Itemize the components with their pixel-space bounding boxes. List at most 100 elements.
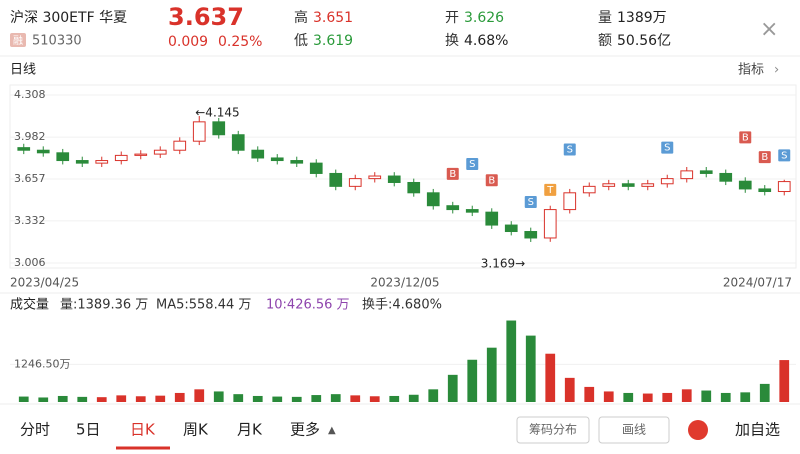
candle-body <box>270 157 284 162</box>
candle-body <box>134 153 148 156</box>
candle-body <box>777 181 791 193</box>
stat-value: 4.68% <box>464 33 508 49</box>
trade-marker: S <box>664 143 670 154</box>
trade-marker: B <box>449 169 456 180</box>
volume-bar <box>662 392 673 402</box>
stat-value: 50.56亿 <box>617 33 671 49</box>
candle-body <box>153 149 167 155</box>
volume-bar <box>525 335 536 402</box>
volume-bar <box>720 392 731 402</box>
candle-body <box>758 188 772 193</box>
period-tab[interactable]: 5日 <box>76 421 101 439</box>
y-tick-label: 1246.50万 <box>14 357 71 370</box>
volume-bar <box>57 395 68 402</box>
trade-marker: B <box>742 132 749 143</box>
trade-marker: S <box>528 197 534 208</box>
y-tick-label: 4.308 <box>14 88 46 101</box>
change: 0.009 <box>168 34 208 50</box>
tool-button[interactable]: 画线 <box>622 423 646 437</box>
close-button[interactable]: × <box>760 17 778 42</box>
volume-title: 成交量 <box>10 297 49 313</box>
candle-body <box>602 183 616 187</box>
more-arrow: ▲ <box>328 425 336 436</box>
volume-stat: MA5:558.44 万 <box>156 298 251 313</box>
period-label: 日线 <box>10 63 36 78</box>
candle-body <box>660 178 674 185</box>
volume-bar <box>311 395 322 402</box>
volume-stat: 10:426.56 万 <box>266 298 350 313</box>
candle-body <box>699 170 713 174</box>
candle-body <box>56 152 70 162</box>
candle-body <box>309 162 323 174</box>
volume-bar <box>389 395 400 402</box>
volume-bar <box>350 395 361 402</box>
volume-bar <box>740 392 751 402</box>
volume-bar <box>779 360 790 402</box>
y-tick-label: 3.332 <box>14 214 46 227</box>
date-label: 2023/04/25 <box>10 276 79 290</box>
stat-value: 3.626 <box>464 10 504 26</box>
volume-bar <box>467 359 478 402</box>
period-tab[interactable]: 更多 <box>290 421 320 439</box>
add-watchlist[interactable]: 加自选 <box>735 421 780 439</box>
volume-bar <box>233 394 244 402</box>
volume-bar <box>408 394 419 402</box>
volume-bar <box>135 396 146 402</box>
trade-marker: S <box>781 150 787 161</box>
trade-marker-bg <box>758 151 771 164</box>
volume-bar <box>759 383 770 402</box>
y-tick-label: 3.982 <box>14 130 46 143</box>
tool-button[interactable]: 筹码分布 <box>529 423 577 437</box>
volume-bar <box>564 377 575 402</box>
volume-bar <box>38 397 49 402</box>
volume-bar <box>272 396 283 402</box>
volume-bar <box>77 396 88 402</box>
candle-body <box>485 211 499 226</box>
trade-marker: B <box>761 152 768 163</box>
date-label: 2023/12/05 <box>370 276 439 290</box>
code: 510330 <box>32 34 82 49</box>
volume-bar <box>506 320 517 402</box>
period-tab[interactable]: 分时 <box>20 421 50 439</box>
stat-value: 1389万 <box>617 10 667 26</box>
candle-body <box>621 183 635 187</box>
candle-body <box>465 209 479 213</box>
price: 3.637 <box>168 3 244 31</box>
volume-bar <box>174 392 185 402</box>
stat-value: 3.619 <box>313 33 353 49</box>
candle-body <box>348 178 362 187</box>
candle-body <box>543 209 557 239</box>
period-tab[interactable]: 月K <box>237 421 263 439</box>
trade-marker-bg <box>485 174 498 187</box>
tool-button-bg[interactable] <box>598 416 670 444</box>
candle-body <box>368 175 382 180</box>
indicator-button[interactable]: 指标 <box>738 63 764 78</box>
stat-key: 额 <box>598 33 612 49</box>
period-tab[interactable]: 日K <box>130 421 156 439</box>
volume-bar <box>194 389 205 402</box>
candle-body <box>231 134 245 151</box>
candle-body <box>192 121 206 142</box>
volume-stat: 量:1389.36 万 <box>60 298 148 313</box>
alert-button[interactable] <box>688 420 708 440</box>
period-tab[interactable]: 周K <box>183 421 209 439</box>
trade-marker: S <box>469 159 475 170</box>
date-label: 2024/07/17 <box>723 276 792 290</box>
candle-body <box>36 149 50 154</box>
candle-body <box>329 172 343 187</box>
tool-button-bg[interactable] <box>516 416 590 444</box>
stat-key: 开 <box>445 10 459 26</box>
volume-bar <box>701 390 712 402</box>
volume-bar <box>252 395 263 402</box>
stat-key: 量 <box>598 10 612 26</box>
trade-marker-bg <box>524 195 537 208</box>
volume-bar <box>330 394 341 402</box>
stat-key: 低 <box>294 33 308 49</box>
badge-bg <box>10 33 26 47</box>
volume-bar <box>642 393 653 402</box>
volume-bar <box>155 395 166 402</box>
trade-marker-bg <box>544 183 557 196</box>
candle-body <box>173 140 187 151</box>
